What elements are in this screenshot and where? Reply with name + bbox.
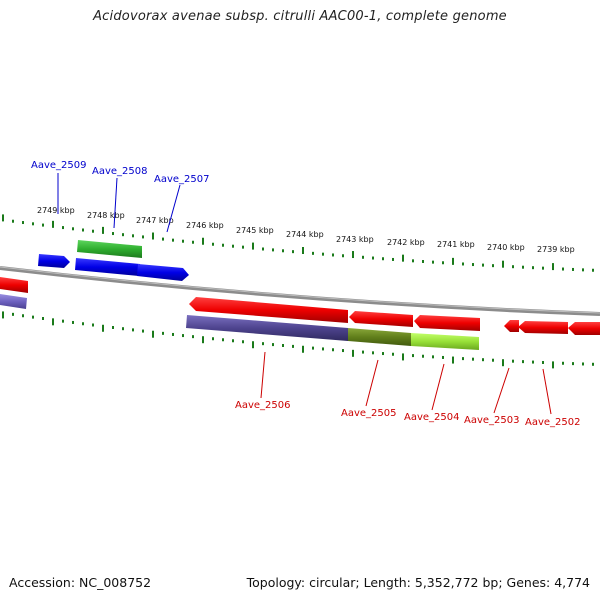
- forward-features: [38, 240, 189, 281]
- genome-summary-text: Topology: circular; Length: 5,352,772 bp…: [246, 575, 590, 590]
- gene-label-aave-2504[interactable]: Aave_2504: [404, 412, 460, 423]
- gene-aave-2505-feature[interactable]: [348, 328, 411, 346]
- gene-aave-2509[interactable]: [38, 254, 70, 268]
- genome-title: Acidovorax avenae subsp. citrulli AAC00-…: [93, 9, 507, 24]
- ruler-tick-label: 2749 kbp: [37, 206, 75, 215]
- reverse-leader-lines: [260, 351, 552, 415]
- gene-aave-2507[interactable]: [137, 264, 189, 281]
- gene-label-aave-2503[interactable]: Aave_2503: [464, 415, 520, 426]
- gene-right-edge[interactable]: [568, 322, 600, 335]
- gene-aave-2502[interactable]: [518, 321, 568, 334]
- genome-backbone: [0, 266, 600, 316]
- ruler-tick-label: 2748 kbp: [87, 211, 125, 220]
- gene-label-aave-2506[interactable]: Aave_2506: [235, 400, 291, 411]
- gene-aave-2504-feature[interactable]: [411, 333, 479, 350]
- gene-aave-2508-feature[interactable]: [77, 240, 142, 258]
- gene-aave-2503[interactable]: [504, 320, 519, 332]
- feature-left-edge-lavender[interactable]: [0, 294, 27, 309]
- ruler-tick-label: 2742 kbp: [387, 238, 425, 247]
- genome-backbone-highlight: [0, 266, 600, 314]
- ruler-tick-label: 2739 kbp: [537, 245, 575, 254]
- lower-ruler-ticks: [2, 311, 594, 369]
- gene-label-aave-2509[interactable]: Aave_2509: [31, 160, 87, 171]
- ruler-tick-label: 2743 kbp: [336, 235, 374, 244]
- ruler-tick-label: 2741 kbp: [437, 240, 475, 249]
- left-edge-features: [0, 277, 28, 309]
- gene-aave-2506[interactable]: [189, 297, 348, 323]
- gene-label-aave-2507[interactable]: Aave_2507: [154, 174, 210, 185]
- ruler-tick-label: 2745 kbp: [236, 226, 274, 235]
- forward-leader-lines: [57, 173, 181, 233]
- ruler-tick-label: 2744 kbp: [286, 230, 324, 239]
- gene-aave-2504[interactable]: [414, 315, 480, 331]
- ruler-tick-label: 2740 kbp: [487, 243, 525, 252]
- upper-ruler-ticks: [2, 214, 594, 272]
- gene-label-aave-2508[interactable]: Aave_2508: [92, 166, 148, 177]
- gene-label-aave-2505[interactable]: Aave_2505: [341, 408, 397, 419]
- gene-aave-2505[interactable]: [349, 311, 413, 327]
- gene-aave-2508[interactable]: [75, 258, 140, 276]
- gene-left-edge-red[interactable]: [0, 277, 28, 293]
- ruler-tick-label: 2746 kbp: [186, 221, 224, 230]
- reverse-features: [186, 297, 600, 350]
- ruler-tick-label: 2747 kbp: [136, 216, 174, 225]
- gene-aave-2506-feature[interactable]: [186, 315, 348, 341]
- accession-text: Accession: NC_008752: [9, 575, 152, 590]
- gene-label-aave-2502[interactable]: Aave_2502: [525, 417, 581, 428]
